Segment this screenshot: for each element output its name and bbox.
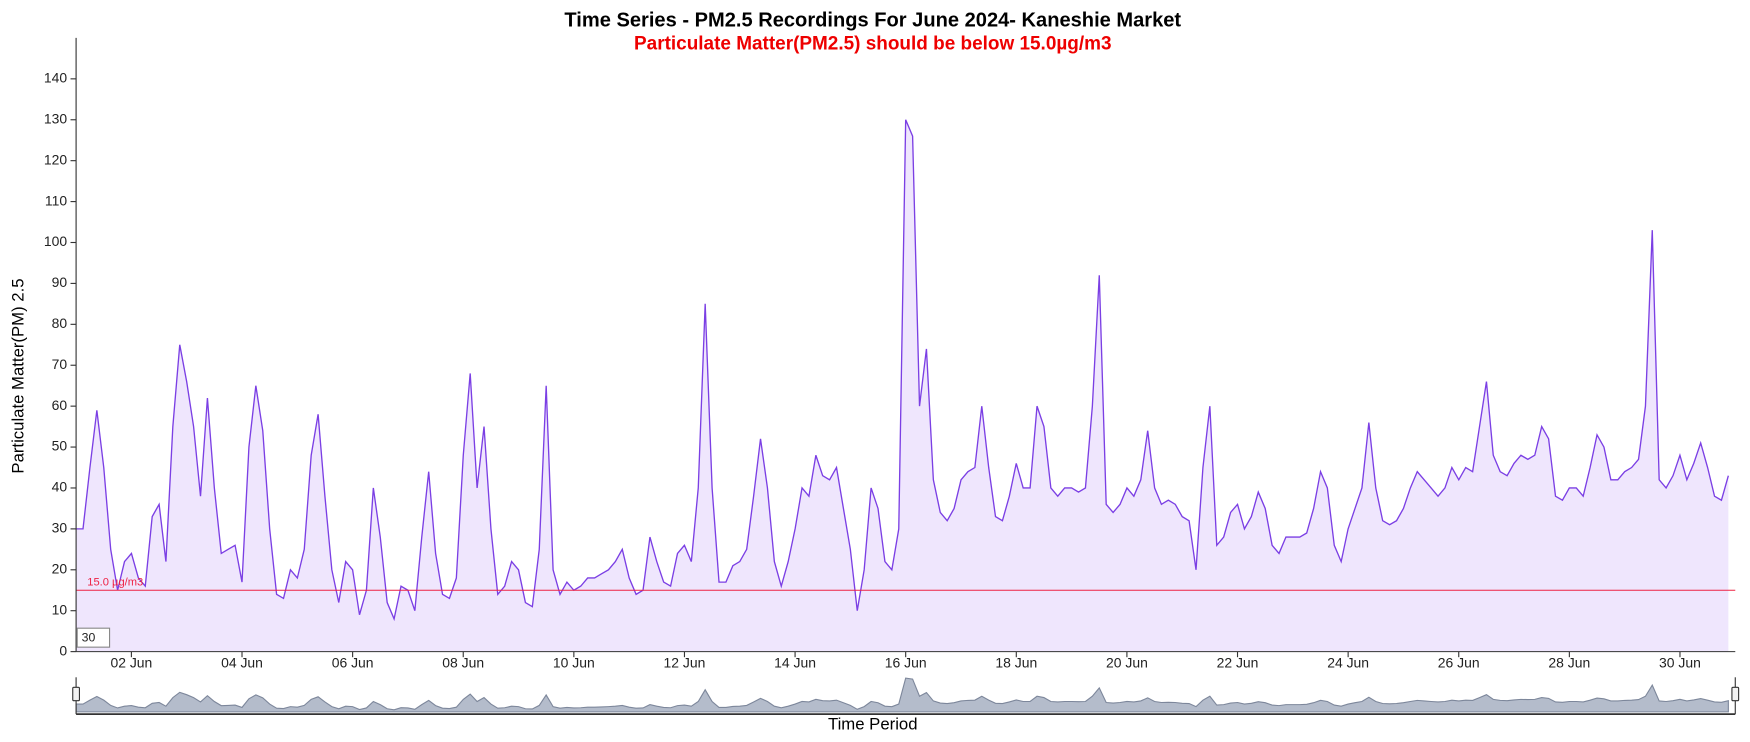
pm25-line — [76, 119, 1730, 622]
y-tick-label: 110 — [45, 192, 67, 208]
x-tick-label: 20 Jun — [1106, 655, 1148, 671]
x-tick-label: 24 Jun — [1327, 655, 1369, 671]
y-tick-label: 130 — [44, 110, 68, 126]
y-tick-label: 10 — [52, 601, 68, 617]
navigator-handle — [72, 686, 80, 702]
y-tick-label: 90 — [52, 274, 68, 290]
y-tick-label: 80 — [52, 315, 68, 331]
x-axis-title: Time Period — [828, 715, 918, 734]
x-tick-label: 02 Jun — [110, 655, 152, 671]
navigator-area — [75, 677, 1729, 713]
x-tick-label: 26 Jun — [1438, 655, 1480, 671]
range-input-value: 30 — [82, 630, 96, 644]
y-axis-title: Particulate Matter(PM) 2.5 — [9, 278, 28, 473]
y-tick-label: 70 — [52, 356, 68, 372]
x-tick-label: 28 Jun — [1548, 655, 1590, 671]
area-fill — [76, 119, 1729, 652]
x-tick-label: 30 Jun — [1659, 655, 1701, 671]
y-tick-label: 50 — [52, 438, 68, 454]
range-input — [76, 627, 111, 648]
chart-title: Time Series - PM2.5 Recordings For June … — [564, 9, 1181, 31]
y-tick-label: 20 — [52, 560, 68, 576]
x-tick-label: 16 Jun — [885, 655, 927, 671]
x-tick-label: 08 Jun — [442, 655, 484, 671]
y-tick-label: 140 — [44, 70, 68, 86]
navigator-handle — [1731, 686, 1740, 702]
y-tick-label: 40 — [52, 479, 68, 495]
y-tick-label: 120 — [44, 151, 68, 167]
x-tick-label: 22 Jun — [1217, 655, 1259, 671]
x-tick-label: 12 Jun — [664, 655, 706, 671]
y-tick-label: 0 — [59, 642, 67, 658]
x-tick-label: 06 Jun — [332, 655, 374, 671]
chart-subtitle: Particulate Matter(PM2.5) should be belo… — [634, 34, 1111, 55]
x-tick-label: 18 Jun — [995, 655, 1037, 671]
y-tick-label: 100 — [44, 233, 68, 249]
y-tick-label: 60 — [52, 397, 68, 413]
x-tick-label: 14 Jun — [774, 655, 816, 671]
y-tick-label: 30 — [52, 520, 68, 536]
x-tick-label: 04 Jun — [221, 655, 263, 671]
x-tick-label: 10 Jun — [553, 655, 595, 671]
threshold-label: 15.0 µg/m3 — [87, 576, 143, 588]
